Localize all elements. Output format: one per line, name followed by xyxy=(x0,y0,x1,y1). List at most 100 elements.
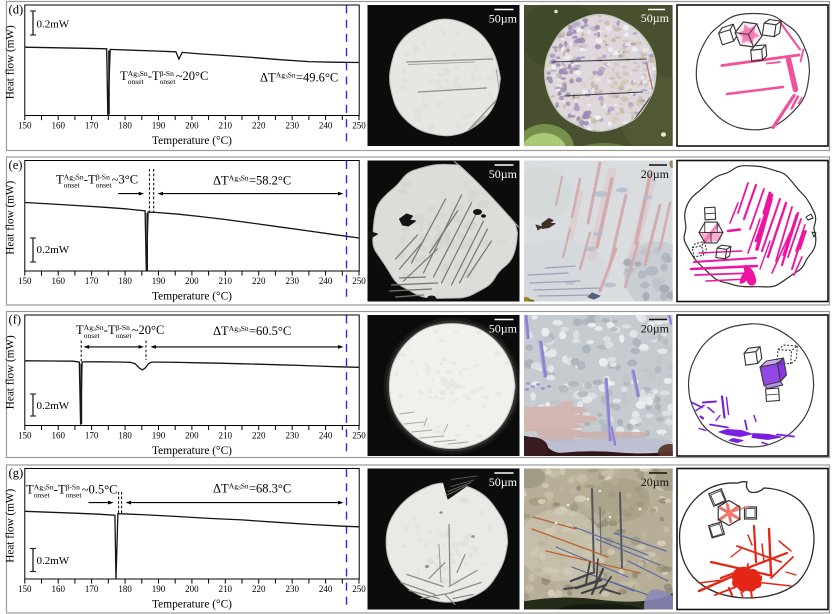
svg-text:Temperature (°C): Temperature (°C) xyxy=(152,135,232,147)
svg-text:Ag3Sn: Ag3Sn xyxy=(229,324,249,334)
svg-text:Ag3Sn: Ag3Sn xyxy=(34,482,54,492)
svg-text:onset: onset xyxy=(66,491,83,500)
svg-text:20µm: 20µm xyxy=(641,322,670,336)
svg-text:150: 150 xyxy=(18,584,32,594)
svg-text:180: 180 xyxy=(118,431,132,441)
svg-text:210: 210 xyxy=(219,584,233,594)
svg-text:ΔT: ΔT xyxy=(213,174,229,188)
svg-text:ΔT: ΔT xyxy=(260,71,276,85)
svg-text:β-Sn: β-Sn xyxy=(116,323,130,332)
svg-text:=60.5°C: =60.5°C xyxy=(249,324,291,338)
svg-text:Ag3Sn: Ag3Sn xyxy=(229,481,249,491)
svg-text:220: 220 xyxy=(252,584,266,594)
svg-text:220: 220 xyxy=(252,121,266,131)
svg-text:230: 230 xyxy=(285,584,299,594)
svg-text:190: 190 xyxy=(152,431,166,441)
svg-text:=58.2°C: =58.2°C xyxy=(249,174,291,188)
svg-text:0.2mW: 0.2mW xyxy=(37,19,70,31)
svg-text:Heat flow (mW): Heat flow (mW) xyxy=(5,181,17,255)
svg-text:50µm: 50µm xyxy=(489,12,518,26)
svg-text:200: 200 xyxy=(185,431,199,441)
svg-text:180: 180 xyxy=(118,584,132,594)
svg-text:Temperature (°C): Temperature (°C) xyxy=(152,291,232,303)
svg-text:Ag3Sn: Ag3Sn xyxy=(128,69,148,79)
svg-text:Heat flow (mW): Heat flow (mW) xyxy=(5,489,17,563)
svg-text:~3°C: ~3°C xyxy=(112,173,138,187)
svg-text:β-Sn: β-Sn xyxy=(160,69,174,78)
svg-text:210: 210 xyxy=(219,121,233,131)
svg-text:=68.3°C: =68.3°C xyxy=(249,482,291,496)
svg-text:50µm: 50µm xyxy=(489,167,518,181)
svg-text:150: 150 xyxy=(18,431,32,441)
svg-text:~20°C: ~20°C xyxy=(176,69,209,83)
svg-text:160: 160 xyxy=(51,431,65,441)
svg-text:230: 230 xyxy=(285,276,299,286)
svg-text:onset: onset xyxy=(116,331,133,340)
svg-text:50µm: 50µm xyxy=(489,475,518,489)
svg-text:240: 240 xyxy=(319,431,333,441)
svg-text:210: 210 xyxy=(219,276,233,286)
svg-text:=49.6°C: =49.6°C xyxy=(296,71,338,85)
svg-text:Heat flow (mW): Heat flow (mW) xyxy=(4,25,16,99)
svg-text:160: 160 xyxy=(51,276,65,286)
svg-text:170: 170 xyxy=(85,276,99,286)
svg-text:250: 250 xyxy=(352,121,366,131)
svg-text:T: T xyxy=(76,323,84,337)
svg-text:T: T xyxy=(26,483,34,497)
svg-text:250: 250 xyxy=(352,431,366,441)
svg-text:150: 150 xyxy=(18,276,32,286)
svg-text:180: 180 xyxy=(118,276,132,286)
svg-text:onset: onset xyxy=(64,181,81,190)
svg-text:200: 200 xyxy=(185,584,199,594)
svg-text:20µm: 20µm xyxy=(641,167,670,181)
svg-text:160: 160 xyxy=(51,584,65,594)
svg-text:onset: onset xyxy=(128,77,145,86)
svg-text:~0.5°C: ~0.5°C xyxy=(82,483,118,497)
svg-text:170: 170 xyxy=(85,121,99,131)
svg-text:0.2mW: 0.2mW xyxy=(37,555,70,567)
svg-text:230: 230 xyxy=(285,431,299,441)
svg-text:170: 170 xyxy=(85,431,99,441)
svg-text:(g): (g) xyxy=(9,466,24,480)
svg-text:Ag3Sn: Ag3Sn xyxy=(276,70,296,80)
svg-text:180: 180 xyxy=(118,121,132,131)
svg-text:160: 160 xyxy=(51,121,65,131)
svg-text:150: 150 xyxy=(18,121,32,131)
svg-text:250: 250 xyxy=(352,276,366,286)
svg-text:Ag3Sn: Ag3Sn xyxy=(84,323,104,333)
svg-text:Heat flow (mW): Heat flow (mW) xyxy=(4,335,16,409)
svg-text:0.2mW: 0.2mW xyxy=(37,244,70,256)
svg-text:190: 190 xyxy=(152,584,166,594)
svg-text:20µm: 20µm xyxy=(641,475,670,489)
svg-text:-T: -T xyxy=(54,483,66,497)
svg-text:~20°C: ~20°C xyxy=(132,323,165,337)
svg-text:-T: -T xyxy=(84,173,96,187)
svg-text:220: 220 xyxy=(252,276,266,286)
svg-text:200: 200 xyxy=(185,276,199,286)
svg-text:200: 200 xyxy=(185,121,199,131)
svg-text:Temperature (°C): Temperature (°C) xyxy=(152,445,232,457)
svg-text:onset: onset xyxy=(96,181,113,190)
svg-text:-T: -T xyxy=(148,69,160,83)
svg-text:50µm: 50µm xyxy=(641,11,670,25)
svg-text:(d): (d) xyxy=(9,3,24,17)
svg-text:50µm: 50µm xyxy=(489,322,518,336)
svg-text:230: 230 xyxy=(285,121,299,131)
svg-text:β-Sn: β-Sn xyxy=(96,172,110,181)
svg-text:(e): (e) xyxy=(9,158,23,172)
svg-text:ΔT: ΔT xyxy=(213,324,229,338)
svg-text:β-Sn: β-Sn xyxy=(66,482,80,491)
svg-text:onset: onset xyxy=(84,331,101,340)
svg-text:Ag3Sn: Ag3Sn xyxy=(64,172,84,182)
svg-text:Ag3Sn: Ag3Sn xyxy=(229,173,249,183)
svg-text:210: 210 xyxy=(219,431,233,441)
svg-text:-T: -T xyxy=(104,323,116,337)
svg-text:240: 240 xyxy=(319,121,333,131)
svg-text:220: 220 xyxy=(252,431,266,441)
svg-text:T: T xyxy=(56,173,64,187)
svg-text:250: 250 xyxy=(352,584,366,594)
svg-text:T: T xyxy=(120,69,128,83)
svg-text:ΔT: ΔT xyxy=(213,482,229,496)
svg-text:onset: onset xyxy=(160,77,177,86)
svg-text:240: 240 xyxy=(319,584,333,594)
